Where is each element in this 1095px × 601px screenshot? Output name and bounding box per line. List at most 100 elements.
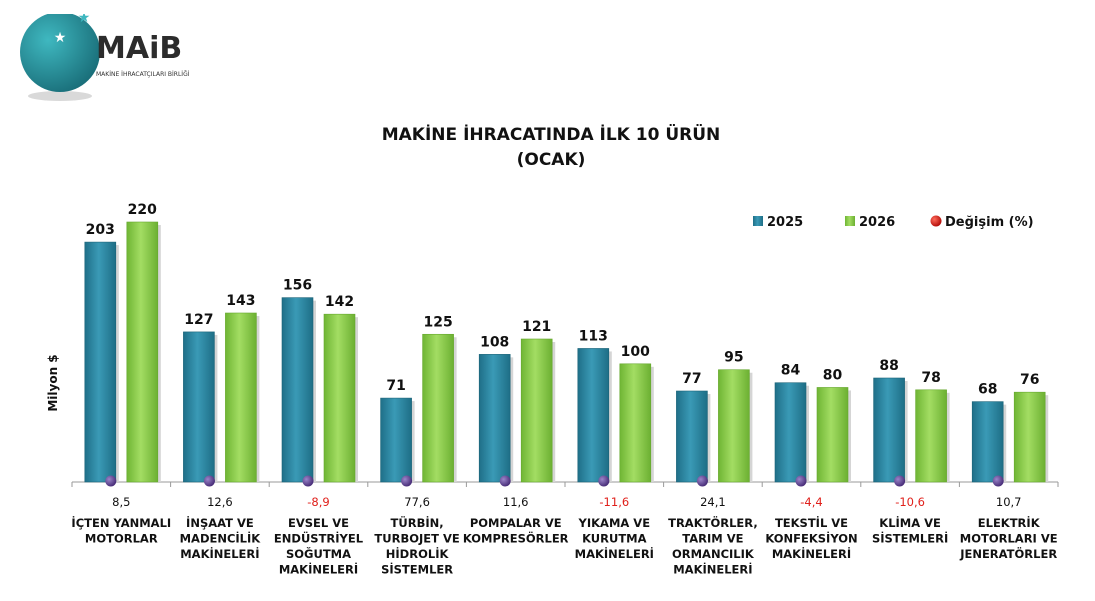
bar-2025	[774, 382, 807, 483]
category-label: İNŞAAT VE	[186, 515, 254, 530]
category-label: MOTORLAR	[85, 532, 158, 546]
category-label: KURUTMA	[582, 532, 647, 546]
category-label: KOMPRESÖRLER	[463, 531, 569, 546]
legend-label: Değişim (%)	[945, 215, 1034, 230]
category-label: MAKİNELERİ	[772, 546, 851, 561]
category-label: MOTORLARI VE	[960, 532, 1058, 546]
category-label: EVSEL VE	[288, 516, 349, 530]
change-label: 77,6	[404, 495, 430, 509]
category-label: MAKİNELERİ	[673, 562, 752, 577]
data-label-2025: 108	[480, 334, 509, 350]
logo-star-icon: ★	[54, 30, 67, 46]
logo-subtitle: MAKİNE İHRACATÇILARI BİRLİĞİ	[96, 71, 190, 78]
category-label: SOĞUTMA	[286, 546, 351, 561]
legend-swatch-change	[930, 215, 942, 227]
logo-star-icon: ★	[78, 14, 91, 26]
bar-2026	[422, 333, 454, 483]
category-label: ORMANCILIK	[672, 547, 755, 561]
category-label: TEKSTİL VE	[775, 515, 848, 530]
category-label: TARIM VE	[682, 532, 743, 546]
legend-label: 2025	[767, 215, 803, 230]
bar-2025	[971, 401, 1004, 483]
category-label: TÜRBİN,	[391, 515, 444, 530]
chart-title-line: (OCAK)	[517, 150, 586, 170]
bar-2026	[225, 312, 257, 483]
change-marker	[302, 475, 314, 487]
category-label: JENERATÖRLER	[959, 546, 1057, 561]
data-label-2025: 88	[879, 358, 898, 374]
data-label-2026: 100	[621, 344, 650, 360]
bar-2026	[816, 387, 849, 483]
data-label-2026: 121	[522, 319, 551, 335]
category-label: SİSTEMLER	[381, 562, 453, 577]
bar-2025	[380, 397, 412, 483]
data-label-2026: 142	[325, 294, 354, 310]
data-label-2025: 156	[283, 278, 312, 294]
maib-logo: ★ ★ MAiB MAKİNE İHRACATÇILARI BİRLİĞİ	[20, 14, 190, 101]
change-marker	[992, 475, 1004, 487]
change-marker	[696, 475, 708, 487]
category-label: TURBOJET VE	[374, 532, 459, 546]
change-label: -8,9	[307, 495, 329, 509]
bar-2025	[478, 354, 511, 483]
bar-2026	[126, 221, 159, 483]
category-label: SİSTEMLERİ	[872, 531, 948, 546]
category-label: MAKİNELERİ	[180, 546, 259, 561]
bar-2025	[676, 390, 708, 483]
category-label: TRAKTÖRLER,	[668, 515, 758, 530]
bar-2026	[520, 338, 553, 483]
change-label: 11,6	[503, 495, 529, 509]
bar-2025	[873, 377, 905, 483]
change-label: -11,6	[599, 495, 629, 509]
chart-title-line: MAKİNE İHRACATINDA İLK 10 ÜRÜN	[382, 123, 721, 145]
category-label: MADENCİLİK	[180, 531, 262, 546]
bar-2025	[281, 297, 314, 483]
data-label-2026: 80	[823, 367, 843, 383]
data-label-2026: 76	[1020, 372, 1039, 388]
category-label: ELEKTRİK	[978, 515, 1041, 530]
bar-2025	[84, 241, 117, 483]
change-label: 24,1	[700, 495, 726, 509]
change-marker	[499, 475, 511, 487]
category-label: KLİMA VE	[879, 515, 941, 530]
change-label: 8,5	[112, 495, 130, 509]
legend-label: 2026	[859, 215, 895, 230]
change-label: -4,4	[800, 495, 822, 509]
bar-2026	[915, 389, 947, 483]
data-label-2025: 71	[386, 378, 405, 394]
data-label-2026: 78	[921, 370, 940, 386]
category-label: ENDÜSTRİYEL	[274, 531, 364, 546]
change-marker	[105, 475, 117, 487]
bar-2025	[577, 348, 610, 483]
change-marker	[894, 475, 906, 487]
change-label: -10,6	[895, 495, 925, 509]
data-label-2026: 125	[423, 314, 452, 330]
y-axis-label: Milyon $	[46, 354, 60, 411]
data-label-2025: 84	[781, 363, 801, 379]
bar-2026	[323, 313, 356, 483]
data-label-2025: 203	[86, 222, 115, 238]
category-label: POMPALAR VE	[470, 516, 562, 530]
legend-swatch-2025	[753, 216, 763, 226]
category-label: İÇTEN YANMALI	[71, 515, 171, 530]
bar-2025	[183, 331, 215, 483]
data-label-2025: 77	[682, 371, 701, 387]
data-label-2026: 220	[128, 202, 157, 218]
data-label-2025: 68	[978, 382, 997, 398]
category-label: KONFEKSİYON	[765, 531, 857, 546]
logo-circle	[20, 14, 100, 92]
logo-wordmark: MAiB	[96, 31, 182, 66]
data-label-2025: 127	[184, 312, 213, 328]
change-marker	[598, 475, 610, 487]
change-label: 10,7	[996, 495, 1022, 509]
data-label-2026: 95	[724, 350, 743, 366]
data-label-2025: 113	[579, 328, 608, 344]
change-marker	[401, 475, 413, 487]
category-label: HİDROLİK	[386, 546, 450, 561]
data-label-2026: 143	[226, 293, 255, 309]
change-label: 12,6	[207, 495, 233, 509]
category-label: MAKİNELERİ	[575, 546, 654, 561]
bar-2026	[1013, 391, 1046, 483]
change-marker	[203, 475, 215, 487]
